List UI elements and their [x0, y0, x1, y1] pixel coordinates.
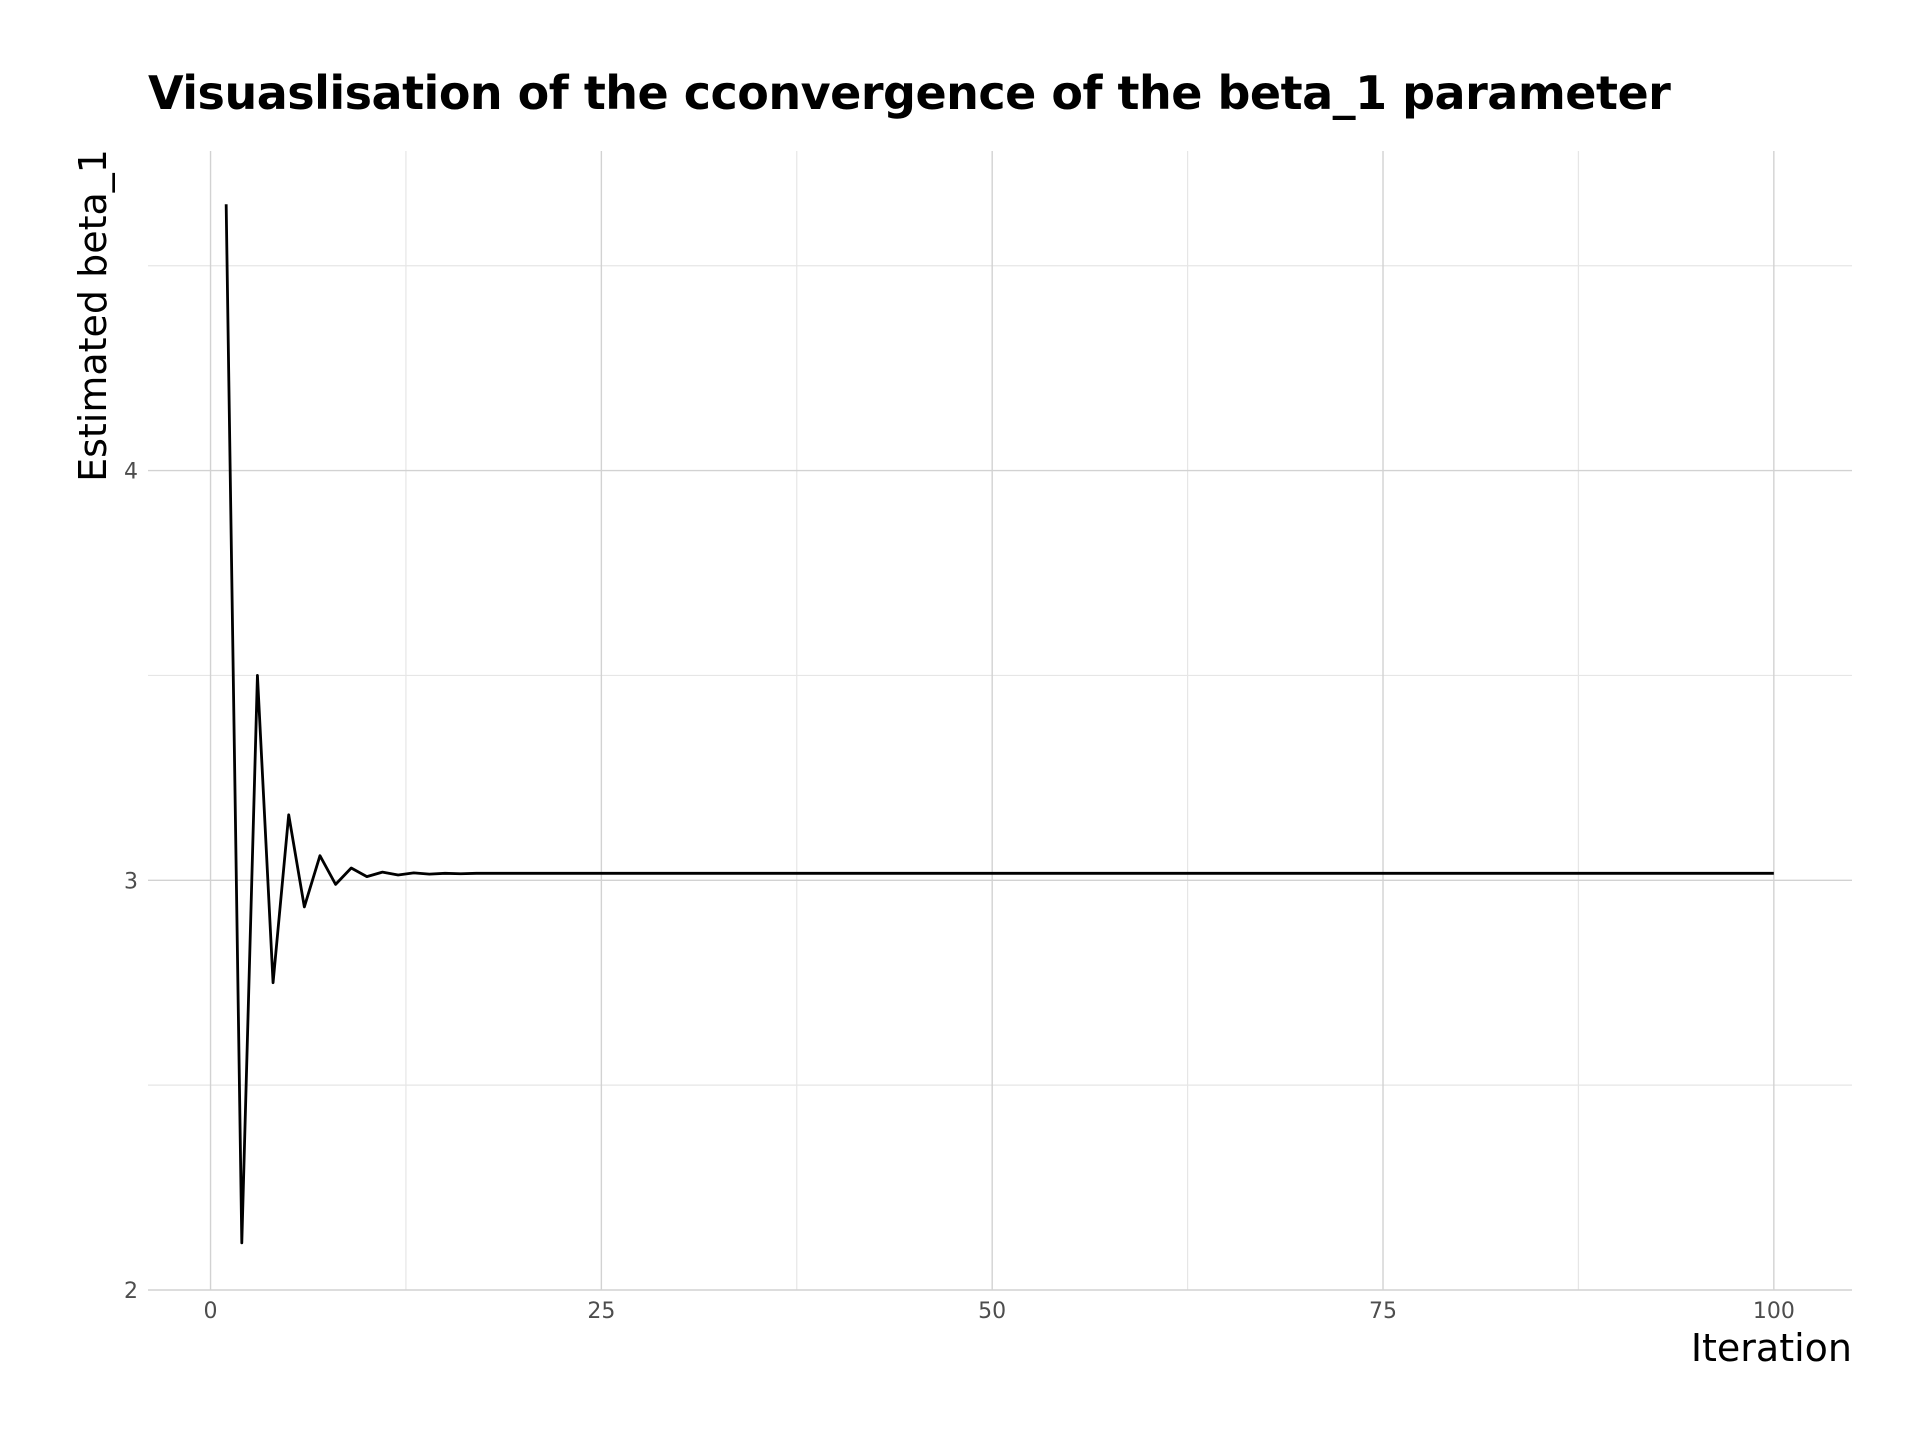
y-tick-label: 2 — [124, 1279, 138, 1304]
grid-lines — [148, 151, 1852, 1291]
x-tick-label: 0 — [204, 1299, 218, 1324]
tick-labels: 0 25 50 75 100 2 3 4 — [124, 460, 1795, 1324]
chart-title: Visuaslisation of the cconvergence of th… — [148, 66, 1671, 120]
y-axis-title: Estimated beta_1 — [71, 149, 115, 482]
x-tick-label: 100 — [1753, 1299, 1795, 1324]
x-tick-label: 50 — [978, 1299, 1006, 1324]
x-axis-title: Iteration — [1691, 1326, 1852, 1370]
series-layer — [224, 204, 1774, 1245]
x-tick-label: 25 — [587, 1299, 615, 1324]
x-tick-label: 75 — [1369, 1299, 1397, 1324]
y-tick-label: 4 — [124, 460, 138, 485]
series-line — [224, 204, 1774, 1245]
y-tick-label: 3 — [124, 869, 138, 894]
